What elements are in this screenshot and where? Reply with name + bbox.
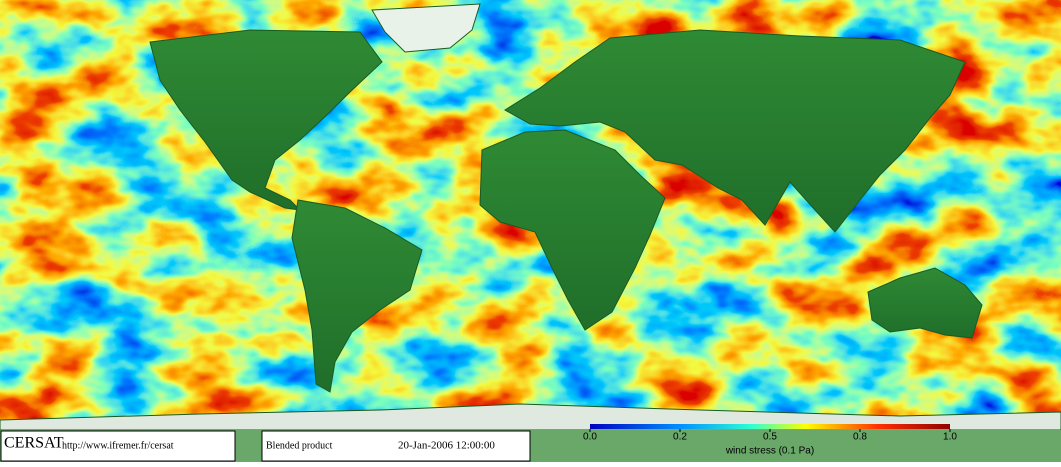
url: http://www.ifremer.fr/cersat (62, 440, 174, 451)
colorbar (590, 424, 950, 429)
colorbar-tick-label: 0.5 (763, 432, 777, 443)
australia (867, 267, 983, 339)
colorbar-tick-label: 0.2 (673, 432, 687, 443)
logo-box (0, 430, 236, 462)
greenland (371, 3, 481, 53)
africa (479, 129, 666, 331)
product-box (261, 430, 531, 462)
north-america (149, 29, 383, 211)
colorbar-tick-label: 0.0 (583, 432, 597, 443)
colorbar-label: wind stress (0.1 Pa) (725, 446, 814, 457)
eurasia (504, 29, 966, 233)
colorbar-tick-label: 0.8 (853, 432, 867, 443)
south-america (291, 199, 423, 393)
date: 20-Jan-2006 12:00:00 (398, 440, 495, 452)
continents (0, 3, 1061, 431)
product: Blended product (266, 440, 333, 451)
logo: CERSAT (4, 435, 64, 452)
colorbar-tick-label: 1.0 (943, 432, 957, 443)
